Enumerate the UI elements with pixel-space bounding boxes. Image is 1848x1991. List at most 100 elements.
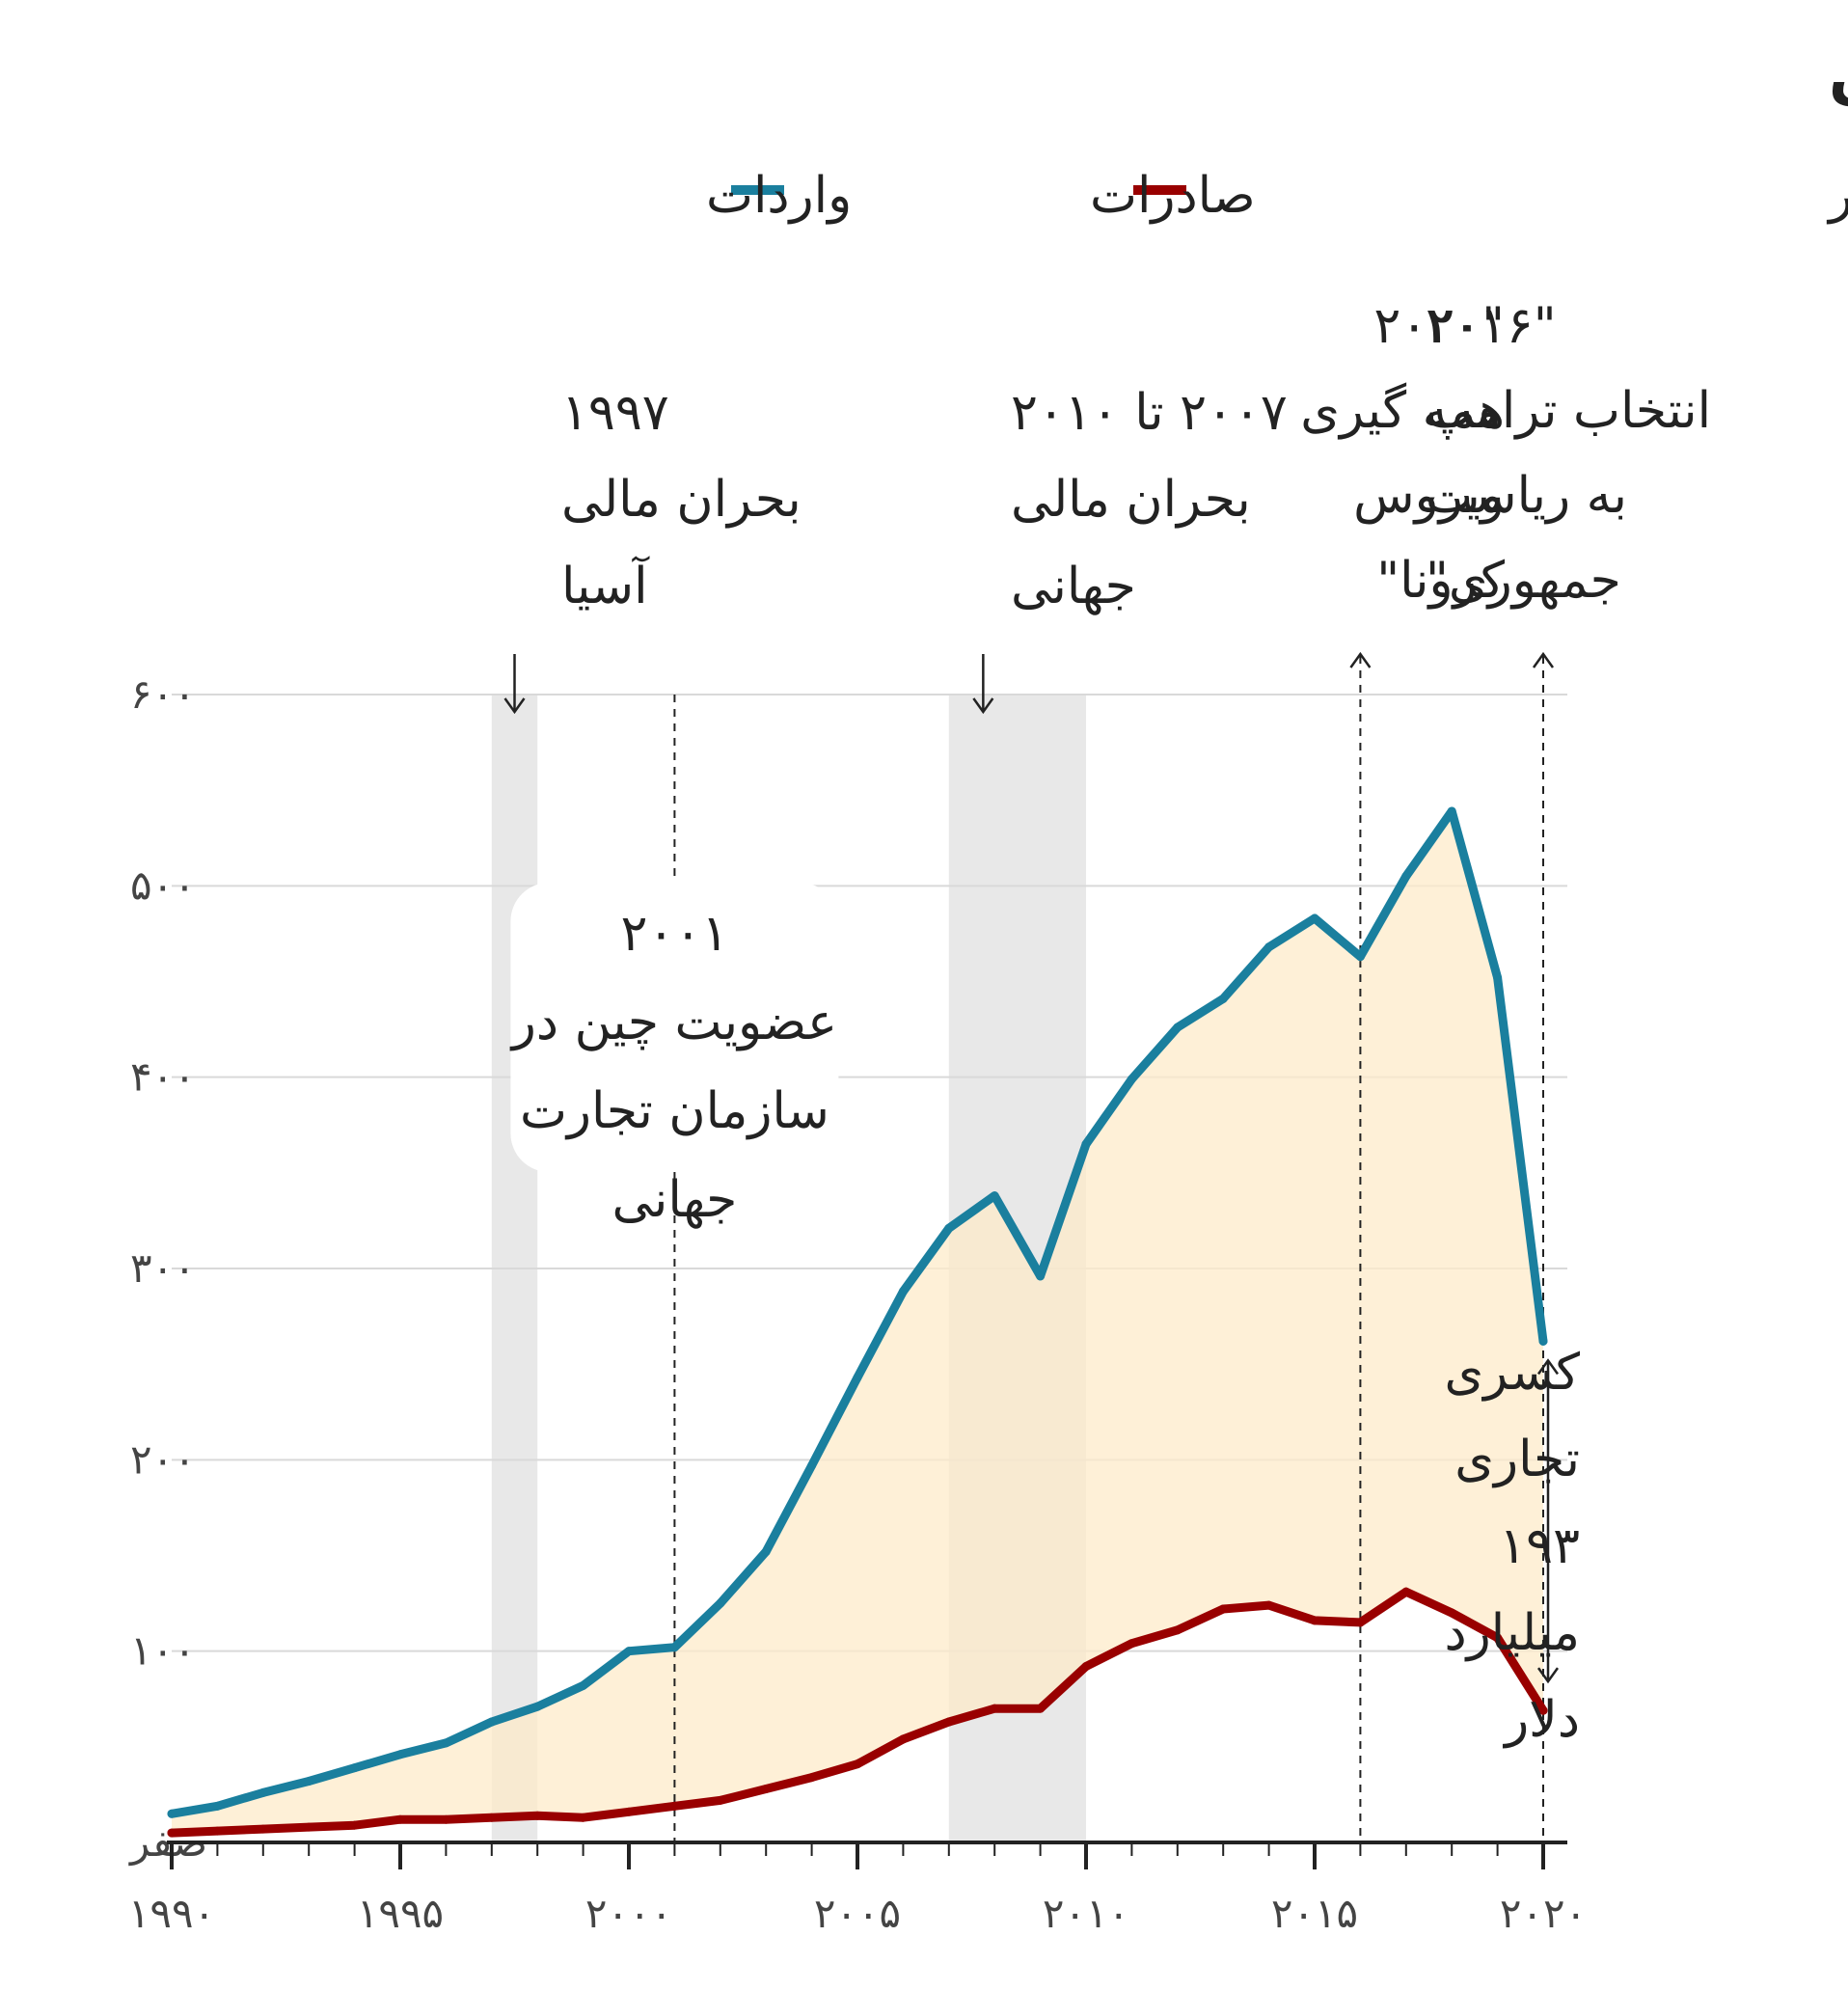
data-point-imports: [669, 1643, 679, 1652]
data-point-exports: [1355, 1618, 1365, 1627]
data-point-exports: [1127, 1639, 1136, 1649]
annotation-trade-deficit-line: میلیارد: [1444, 1604, 1580, 1662]
data-point-imports: [1036, 1271, 1046, 1281]
annotation-global-crisis-line: جهانی: [1011, 558, 1136, 615]
data-point-imports: [1401, 871, 1411, 881]
annotation-wto-line: عضویت چین در: [509, 994, 837, 1051]
data-point-imports: [1173, 1023, 1182, 1032]
data-point-imports: [1447, 806, 1456, 816]
data-point-imports: [304, 1777, 313, 1786]
x-tick-label: ۱۹۹۰: [128, 1890, 215, 1937]
data-point-imports: [167, 1809, 177, 1818]
deficit-bracket-top: [1536, 1358, 1560, 1376]
data-point-imports: [898, 1287, 908, 1296]
data-point-exports: [1401, 1587, 1411, 1596]
x-axis: ۱۹۹۰ ۱۹۹۵ ۲۰۰۰ ۲۰۰۵ ۲۰۱۰ ۲۰۱۵ ۲۰۲۰: [128, 1841, 1587, 1937]
data-point-imports: [487, 1717, 497, 1727]
deficit-bracket-bottom: [1536, 1667, 1560, 1684]
annotation-trade-deficit-line: کسری: [1444, 1344, 1580, 1402]
y-tick-label: ۳۰۰: [130, 1244, 196, 1292]
asia-crisis-arrow-head: [503, 697, 526, 715]
trump-arrow-head: [1349, 651, 1372, 668]
y-tick-label: ۲۰۰: [130, 1435, 196, 1483]
data-point-exports: [1493, 1633, 1503, 1643]
annotation-trump-election-line: به ریاست: [1426, 467, 1627, 525]
x-tick-label: ۲۰۱۰: [1043, 1890, 1129, 1937]
data-point-exports: [1310, 1616, 1319, 1625]
data-point-imports: [1493, 973, 1503, 983]
data-point-imports: [944, 1223, 954, 1233]
annotation-global-crisis-line: بحران مالی: [1011, 471, 1251, 529]
x-tick-label: ۲۰۰۵: [814, 1890, 901, 1937]
annotation-covid-line: کرونا": [1376, 552, 1505, 610]
data-point-imports: [532, 1702, 542, 1711]
wto-label-background: [510, 883, 839, 1172]
annotations: ۱۹۹۷ بحران مالی آسیا ۲۰۰۷ تا ۲۰۱۰ بحران مالی…: [503, 297, 1711, 1749]
x-tick-label: ۱۹۹۵: [357, 1890, 444, 1937]
data-point-exports: [487, 1813, 497, 1822]
y-tick-label: ۱۰۰: [130, 1627, 196, 1675]
data-point-exports: [1264, 1600, 1274, 1610]
data-point-exports: [441, 1814, 450, 1824]
annotation-trump-election-line: جمهوری": [1426, 552, 1621, 610]
data-point-exports: [669, 1801, 679, 1811]
data-point-exports: [1081, 1662, 1091, 1672]
data-point-exports: [258, 1824, 268, 1834]
data-point-exports: [304, 1822, 313, 1832]
deficit-area: [172, 811, 1543, 1834]
legend-label-exports: صادرات: [1090, 167, 1256, 225]
y-tick-label: ۵۰۰: [130, 861, 196, 909]
legend-label-imports: واردات: [706, 167, 852, 225]
data-point-imports: [1355, 952, 1365, 962]
data-point-exports: [716, 1795, 725, 1805]
data-point-exports: [853, 1759, 862, 1769]
annotation-asia-crisis-line: آسیا: [561, 555, 650, 615]
annotation-global-crisis-line: ۲۰۰۷ تا ۲۰۱۰: [1011, 384, 1288, 442]
data-point-exports: [1538, 1705, 1548, 1715]
data-point-imports: [579, 1680, 588, 1690]
data-point-exports: [944, 1717, 954, 1727]
data-point-exports: [990, 1704, 999, 1713]
data-point-imports: [761, 1547, 771, 1557]
data-point-exports: [1173, 1625, 1182, 1635]
data-point-exports: [1036, 1704, 1046, 1713]
data-point-exports: [624, 1807, 634, 1816]
annotation-covid-line: "۲۰۲۰: [1373, 297, 1505, 355]
data-point-exports: [532, 1811, 542, 1820]
data-point-exports: [579, 1813, 588, 1822]
annotation-asia-crisis-line: ۱۹۹۷: [561, 384, 669, 442]
data-point-exports: [350, 1820, 360, 1830]
legend: صادرات واردات: [706, 167, 1256, 225]
data-point-exports: [1447, 1608, 1456, 1618]
data-point-imports: [807, 1460, 817, 1470]
annotation-trade-deficit-line: ۱۹۳: [1499, 1517, 1580, 1575]
data-point-imports: [1081, 1139, 1091, 1149]
data-point-exports: [1218, 1604, 1228, 1614]
data-point-exports: [212, 1826, 222, 1836]
data-point-imports: [1310, 914, 1319, 923]
data-point-imports: [1127, 1075, 1136, 1084]
annotation-trade-deficit-line: تجاری: [1454, 1431, 1580, 1488]
data-point-imports: [1538, 1336, 1548, 1346]
data-point-imports: [1264, 942, 1274, 952]
deficit-fill: [172, 811, 1543, 1834]
data-point-imports: [212, 1801, 222, 1811]
annotation-trade-deficit-line: دلار: [1502, 1691, 1580, 1749]
y-tick-label: ۴۰۰: [130, 1053, 196, 1101]
data-point-imports: [624, 1647, 634, 1656]
unit-label: به میلیارد دلار: [1826, 167, 1848, 225]
data-point-imports: [990, 1191, 999, 1201]
data-point-exports: [167, 1828, 177, 1838]
series: [167, 806, 1548, 1838]
data-point-imports: [853, 1373, 862, 1382]
data-point-exports: [761, 1784, 771, 1793]
chart-title: تجارت آمریکا با چین: [1829, 32, 1848, 107]
data-point-imports: [258, 1787, 268, 1797]
wto-label-background-top: [607, 883, 743, 936]
data-point-imports: [716, 1598, 725, 1608]
annotation-covid-line: همه گیری: [1300, 382, 1505, 440]
data-point-exports: [807, 1773, 817, 1783]
annotation-covid-line: ویروس: [1353, 467, 1505, 525]
annotation-wto-line: جهانی: [612, 1171, 738, 1229]
